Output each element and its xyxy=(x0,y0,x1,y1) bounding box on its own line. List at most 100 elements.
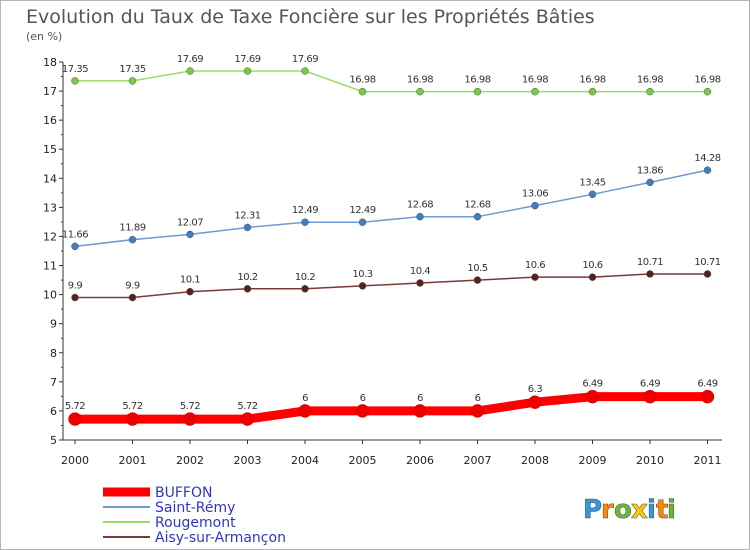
data-label: 16.98 xyxy=(407,75,433,86)
data-point xyxy=(531,87,539,96)
legend-label: Saint-Rémy xyxy=(155,500,235,516)
data-point xyxy=(186,67,194,75)
data-point xyxy=(301,67,309,75)
legend: BUFFONSaint-RémyRougemontAisy-sur-Armanç… xyxy=(103,485,286,546)
legend-label: Aisy-sur-Armançon xyxy=(155,530,286,546)
data-label: 6.3 xyxy=(528,384,543,395)
y-tick-label: 12 xyxy=(43,230,57,243)
data-point xyxy=(125,412,140,426)
data-label: 10.2 xyxy=(295,272,315,283)
data-label: 12.49 xyxy=(349,205,375,216)
series-line xyxy=(74,169,709,248)
data-point xyxy=(703,270,712,278)
data-point xyxy=(703,166,712,174)
data-label: 5.72 xyxy=(65,401,85,412)
x-tick-label: 2001 xyxy=(119,454,147,467)
data-point xyxy=(71,293,79,302)
data-label: 10.6 xyxy=(525,260,545,271)
x-tick-label: 2004 xyxy=(291,454,319,467)
series-2: 17.35 17.35 17.69 17.69 17.69 16.98 16.98 16.98… xyxy=(62,54,721,96)
data-label: 17.35 xyxy=(62,64,88,75)
data-label: 11.66 xyxy=(62,229,88,240)
data-point xyxy=(243,285,252,293)
y-tick-label: 5 xyxy=(50,434,57,447)
data-label: 6 xyxy=(475,393,481,404)
x-tick-label: 2011 xyxy=(694,454,722,467)
x-tick-label: 2009 xyxy=(579,454,607,467)
data-point xyxy=(68,412,82,426)
series-1: 11.66 11.89 12.07 12.31 12.49 12.49 12.68 12.68… xyxy=(62,153,721,251)
data-label: 17.69 xyxy=(234,54,260,65)
x-tick-label: 2002 xyxy=(176,454,204,467)
data-label: 11.89 xyxy=(119,223,145,234)
data-label: 6.49 xyxy=(582,379,602,390)
x-tick-label: 2005 xyxy=(349,454,377,467)
data-label: 12.49 xyxy=(292,205,318,216)
y-tick-label: 13 xyxy=(43,201,57,214)
data-label: 5.72 xyxy=(180,401,200,412)
logo-letter: i xyxy=(647,495,656,525)
series-3: 9.9 9.9 10.1 10.2 10.2 10.3 10.4 10.5 10.6 10.6 10… xyxy=(68,257,721,302)
data-label: 9.9 xyxy=(125,281,140,292)
data-label: 10.5 xyxy=(467,263,487,274)
series-line xyxy=(74,273,709,299)
logo-letter: x xyxy=(631,495,648,525)
y-tick-label: 8 xyxy=(50,347,57,360)
data-point xyxy=(71,77,79,85)
data-label: 6 xyxy=(417,393,423,404)
series-line xyxy=(70,392,712,424)
data-point xyxy=(298,404,312,418)
data-point xyxy=(240,412,255,426)
data-point xyxy=(416,212,424,221)
data-point xyxy=(128,235,137,244)
data-point xyxy=(531,273,539,281)
logo-letter: r xyxy=(601,495,614,525)
data-point xyxy=(646,178,654,187)
data-label: 6 xyxy=(360,393,366,404)
data-label: 17.35 xyxy=(119,64,145,75)
data-point xyxy=(186,230,194,239)
data-label: 5.72 xyxy=(122,401,142,412)
data-point xyxy=(643,389,657,404)
x-tick-label: 2007 xyxy=(464,454,492,467)
logo-letter: t xyxy=(656,495,668,525)
data-point xyxy=(128,293,137,302)
data-point xyxy=(588,273,597,281)
data-label: 17.69 xyxy=(292,54,318,65)
data-label: 13.06 xyxy=(522,189,548,200)
data-label: 12.68 xyxy=(407,200,433,211)
data-label: 5.72 xyxy=(237,401,257,412)
series-layer: 9.9 9.9 10.1 10.2 10.2 10.3 10.4 10.5 10.6 10.6 10… xyxy=(62,54,721,426)
data-label: 10.71 xyxy=(694,257,720,268)
chart-title: Evolution du Taux de Taxe Foncière sur l… xyxy=(26,6,595,28)
data-point xyxy=(358,282,367,290)
data-point xyxy=(528,395,542,409)
series-0: 5.72 5.72 5.72 5.72 6 6 6 6 6.3 6.49 6.49 6.49 xyxy=(65,379,718,426)
data-label: 16.98 xyxy=(694,75,720,86)
proxiti-logo: Pr o x i ti xyxy=(583,495,677,526)
data-label: 17.69 xyxy=(177,54,203,65)
data-point xyxy=(646,87,654,96)
data-point xyxy=(128,77,137,85)
data-label: 10.2 xyxy=(237,272,257,283)
data-label: 13.86 xyxy=(637,165,663,176)
y-tick-label: 9 xyxy=(50,318,57,331)
data-label: 10.6 xyxy=(582,260,602,271)
data-label: 12.07 xyxy=(177,217,203,228)
data-point xyxy=(473,212,482,221)
data-point xyxy=(585,389,600,404)
x-tick-label: 2003 xyxy=(234,454,262,467)
chart-subtitle: (en %) xyxy=(26,30,62,43)
data-point xyxy=(355,404,370,418)
data-label: 6.49 xyxy=(697,379,717,390)
data-label: 9.9 xyxy=(68,281,83,292)
data-label: 16.98 xyxy=(522,75,548,86)
data-point xyxy=(416,87,424,96)
legend-label: Rougemont xyxy=(155,515,236,531)
y-tick-label: 10 xyxy=(43,289,57,302)
data-point xyxy=(646,270,654,278)
data-point xyxy=(531,201,539,210)
y-tick-label: 15 xyxy=(43,143,57,156)
y-tick-label: 18 xyxy=(43,56,57,69)
y-tick-label: 17 xyxy=(43,85,57,98)
